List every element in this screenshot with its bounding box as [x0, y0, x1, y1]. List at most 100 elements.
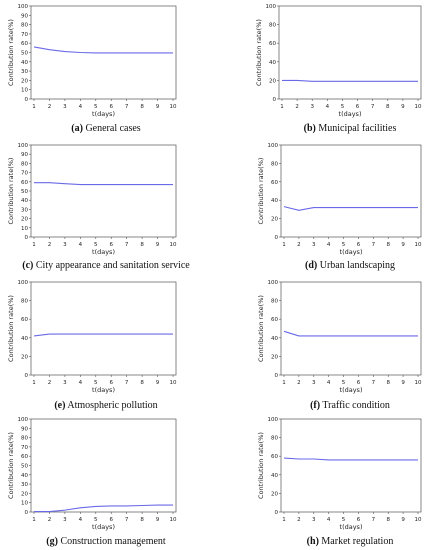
y-axis-label: Contribution rate(%)	[7, 19, 15, 86]
y-tick-label: 40	[21, 473, 28, 479]
plot-frame	[280, 144, 422, 238]
y-tick-label: 100	[266, 4, 277, 10]
y-tick-label: 20	[21, 354, 28, 360]
chart-panel-c: 0 10 20 30 40 50 60 70 80 90 100 1 2 3 4 5 6 7 8 9 10 t(days)…	[7, 143, 190, 271]
panel-caption-text: Market regulation	[321, 536, 393, 547]
panel-caption: (d) Urban landscaping	[305, 260, 395, 271]
x-tick-label: 6	[357, 380, 361, 386]
x-tick-label: 10	[415, 242, 422, 248]
x-tick-label: 10	[170, 104, 177, 110]
series-line	[34, 504, 173, 513]
y-tick-label: 0	[273, 97, 277, 103]
x-tick-label: 2	[297, 242, 301, 248]
panel-letter: (d)	[305, 260, 317, 271]
x-tick-label: 6	[109, 104, 113, 110]
x-axis-label: t(days)	[340, 248, 363, 256]
x-tick-label: 4	[79, 380, 83, 386]
y-tick-label: 70	[21, 445, 28, 451]
x-tick-label: 2	[48, 104, 52, 110]
x-tick-label: 5	[341, 104, 345, 110]
x-tick-label: 9	[401, 517, 405, 523]
x-tick-label: 7	[371, 104, 375, 110]
series-line	[33, 333, 173, 337]
x-axis-label: t(days)	[92, 386, 115, 394]
y-tick-label: 40	[271, 336, 278, 342]
plot-frame	[30, 144, 177, 238]
x-tick-label: 7	[125, 242, 129, 248]
y-tick-label: 60	[271, 180, 278, 186]
y-tick-label: 20	[271, 217, 278, 223]
x-tick-label: 6	[109, 242, 113, 248]
panel-letter: (h)	[307, 536, 319, 547]
x-tick-label: 6	[356, 104, 360, 110]
y-tick-label: 80	[21, 23, 28, 29]
series-line	[34, 182, 173, 186]
y-tick-label: 80	[271, 436, 278, 442]
y-tick-label: 20	[21, 491, 28, 497]
y-tick-label: 80	[271, 299, 278, 305]
x-tick-label: 3	[63, 104, 67, 110]
x-axis-label: t(days)	[340, 386, 363, 394]
x-tick-label: 8	[140, 380, 144, 386]
x-tick-label: 2	[48, 517, 52, 523]
x-tick-label: 3	[63, 380, 67, 386]
series-line	[283, 457, 418, 461]
plot-frame	[30, 418, 177, 513]
x-tick-label: 1	[32, 380, 36, 386]
y-tick-label: 0	[25, 373, 29, 379]
y-tick-label: 70	[21, 171, 28, 177]
y-tick-label: 60	[21, 317, 28, 323]
panel-letter: (c)	[22, 260, 33, 271]
chart-panel-d: 0 20 40 60 80 100 1 2 3 4 5 6 7 8 9 10 t(days) Contributi…	[257, 143, 422, 271]
x-tick-label: 5	[94, 104, 98, 110]
y-tick-label: 10	[21, 88, 28, 94]
x-tick-label: 9	[401, 104, 405, 110]
panel-caption-text: Atmospheric pollution	[67, 400, 157, 411]
x-tick-label: 8	[386, 517, 390, 523]
x-tick-label: 8	[140, 242, 144, 248]
y-tick-label: 0	[275, 235, 279, 241]
y-tick-label: 70	[21, 32, 28, 38]
y-tick-label: 0	[25, 97, 29, 103]
panel-caption-text: City appearance and sanitation service	[36, 260, 190, 271]
chart-panel-f: 0 20 40 60 80 100 1 2 3 4 5 6 7 8 9 10 t(days) Contributi…	[257, 280, 422, 411]
panel-caption: (h) Market regulation	[307, 536, 394, 547]
y-tick-label: 50	[21, 51, 28, 57]
x-tick-label: 10	[415, 517, 422, 523]
x-tick-label: 1	[282, 517, 286, 523]
x-tick-label: 9	[401, 242, 405, 248]
x-tick-label: 10	[415, 104, 422, 110]
x-tick-label: 5	[94, 242, 98, 248]
x-tick-label: 3	[63, 517, 67, 523]
y-axis-label: Contribution rate(%)	[7, 295, 15, 362]
x-tick-label: 2	[297, 517, 301, 523]
x-axis-label: t(days)	[339, 110, 362, 118]
x-axis-label: t(days)	[340, 523, 363, 531]
x-tick-label: 4	[79, 242, 83, 248]
panel-letter: (a)	[71, 123, 83, 134]
chart-panel-e: 0 20 40 60 80 100 1 2 3 4 5 6 7 8 9 10 t(days) Contributi…	[7, 280, 177, 411]
panel-caption: (f) Traffic condition	[310, 400, 390, 411]
y-tick-label: 80	[21, 436, 28, 442]
x-tick-label: 2	[48, 242, 52, 248]
x-tick-label: 4	[327, 517, 331, 523]
x-tick-label: 3	[312, 380, 316, 386]
x-tick-label: 7	[125, 380, 129, 386]
panel-caption-text: Municipal facilities	[318, 123, 396, 134]
plot-frame	[278, 5, 422, 100]
panel-caption: (c) City appearance and sanitation servi…	[22, 260, 190, 271]
panel-caption-text: Urban landscaping	[320, 260, 395, 271]
x-tick-label: 9	[156, 242, 160, 248]
series-line	[282, 79, 418, 82]
x-tick-label: 6	[109, 517, 113, 523]
y-tick-label: 100	[18, 143, 29, 149]
x-tick-label: 9	[156, 104, 160, 110]
y-tick-label: 100	[268, 417, 279, 423]
series-line	[283, 206, 418, 211]
x-tick-label: 7	[372, 380, 376, 386]
x-tick-label: 6	[357, 517, 361, 523]
panel-caption-text: General cases	[85, 123, 140, 134]
panel-caption: (g) Construction management	[46, 536, 166, 547]
x-axis-label: t(days)	[92, 248, 115, 256]
